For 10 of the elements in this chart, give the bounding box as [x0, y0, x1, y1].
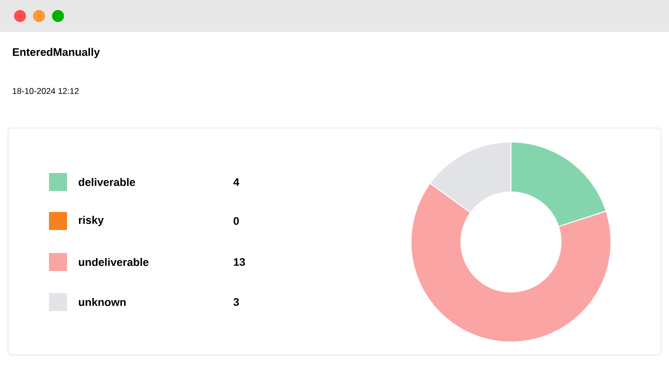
data-label: 13 — [234, 258, 245, 266]
data-label: 4 — [233, 178, 240, 186]
text: 0 — [234, 217, 239, 225]
legend-label: risky — [78, 216, 104, 226]
legend-label: unknown — [78, 298, 126, 306]
data-label: 3 — [233, 298, 239, 306]
chart-subtitle: 18-10-2024 12:12 — [12, 88, 79, 94]
chart-title: EnteredManually — [12, 48, 100, 58]
legend-label: undeliverable — [78, 258, 148, 266]
legend-label: deliverable — [78, 178, 136, 186]
